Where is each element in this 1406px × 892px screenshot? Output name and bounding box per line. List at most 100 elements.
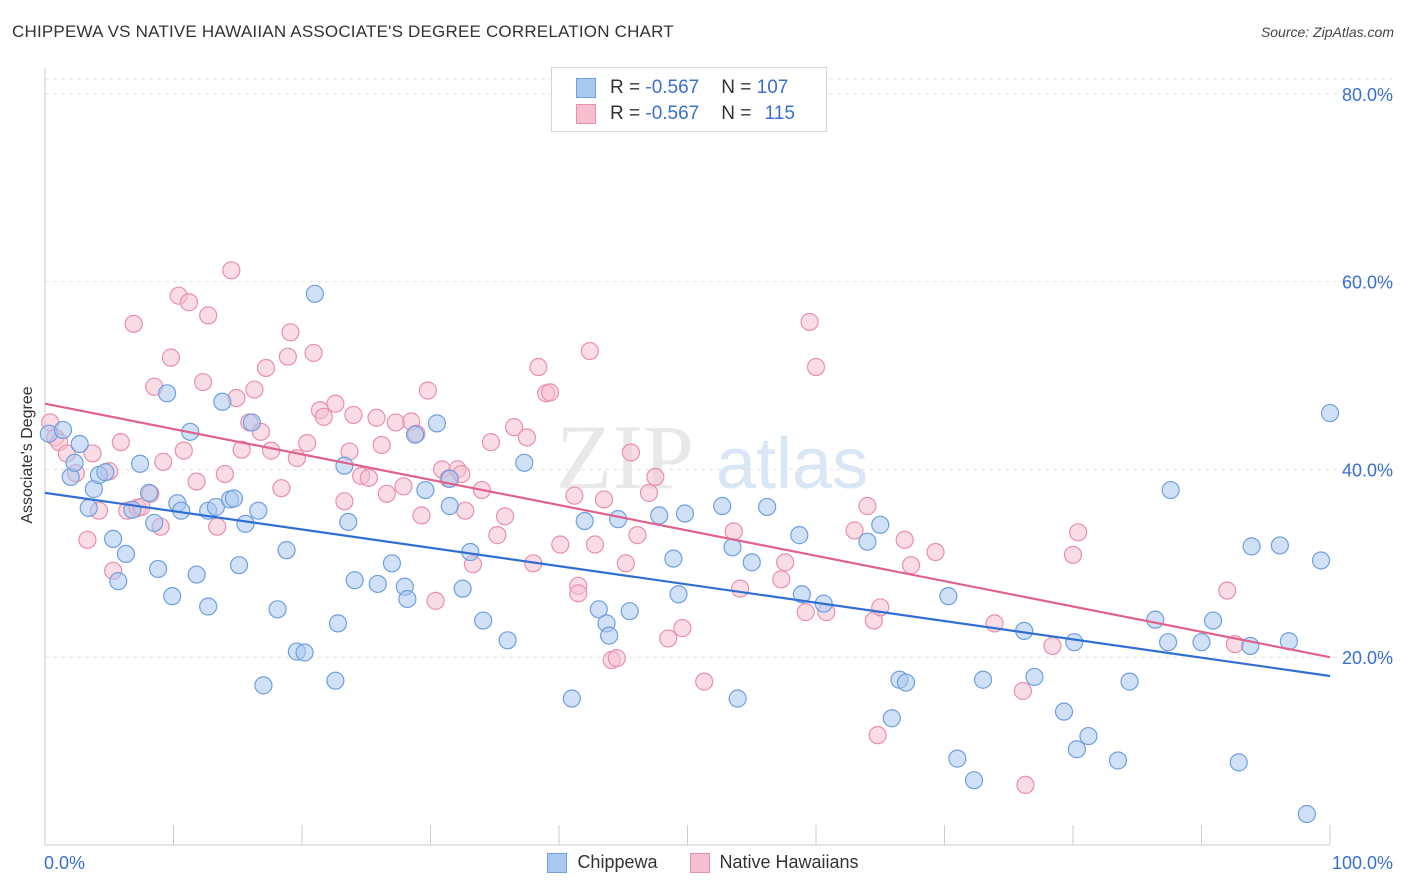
chippewa-point — [427, 414, 447, 433]
hawaiian-point — [796, 603, 815, 622]
chippewa-point — [1270, 536, 1289, 555]
chippewa-point — [199, 597, 218, 616]
hawaiian-point — [187, 472, 206, 491]
chippewa-point — [948, 749, 967, 768]
chippewa-point — [213, 392, 232, 411]
chippewa-point — [249, 501, 268, 520]
chippewa-point — [130, 454, 150, 473]
chippewa-point — [858, 532, 877, 551]
hawaiian-point — [901, 556, 921, 575]
chippewa-point — [148, 559, 168, 579]
chippewa-point — [609, 510, 628, 529]
hawaiian-trend-line — [44, 402, 1331, 659]
hawaiian-point — [215, 464, 234, 484]
hawaiian-point — [504, 418, 524, 437]
stats-row-chippewa: R = -0.567 N = 107 — [576, 76, 788, 100]
chippewa-point — [145, 513, 164, 533]
chippewa-point — [109, 572, 128, 591]
trend-lines — [44, 402, 1331, 678]
hawaiian-point — [124, 314, 143, 333]
hawaiian-points — [41, 261, 1245, 795]
chippewa-point — [742, 553, 761, 572]
chippewa-point — [1146, 610, 1165, 629]
legend-hawaiian-swatch — [689, 852, 710, 873]
chippewa-point — [295, 643, 314, 662]
chippewa-point — [116, 544, 136, 564]
hawaiian-point — [83, 444, 102, 463]
hawaiian-point — [179, 293, 199, 312]
chippewa-point — [620, 602, 639, 621]
hawaiian-point — [551, 535, 570, 554]
hawaiian-point — [517, 428, 536, 447]
hawaiian-point — [256, 358, 276, 378]
hawaiian-point — [412, 506, 431, 525]
chippewa-point — [345, 571, 364, 590]
hawaiian-point — [298, 433, 317, 453]
hawaiian-r-value: -0.567 — [645, 103, 700, 124]
chippewa-point — [1161, 480, 1180, 500]
chippewa-point — [157, 384, 177, 403]
chippewa-point — [792, 585, 811, 604]
watermark-atlas: atlas — [716, 424, 868, 504]
tick-labels: 20.0% 40.0% 60.0% 80.0% 0.0% 100.0% — [44, 85, 1393, 873]
chippewa-point — [305, 284, 324, 303]
legend-item-chippewa[interactable]: Chippewa — [547, 852, 658, 873]
chippewa-point — [1242, 537, 1261, 556]
chippewa-r-label: R = — [610, 77, 646, 98]
hawaiian-point — [607, 649, 626, 668]
chippewa-point — [268, 600, 287, 619]
hawaiian-point — [161, 348, 181, 367]
hawaiian-point — [314, 407, 333, 426]
hawaiian-point — [394, 477, 413, 496]
chart-title: CHIPPEWA VS NATIVE HAWAIIAN ASSOCIATE'S … — [12, 22, 674, 41]
chippewa-point — [236, 514, 255, 533]
hawaiian-point — [78, 530, 97, 549]
hawaiian-point — [304, 343, 323, 363]
hawaiian-point — [456, 501, 475, 520]
chippewa-point — [398, 589, 417, 609]
hawaiian-point — [806, 357, 826, 377]
chippewa-point — [675, 504, 695, 523]
hawaiian-point — [673, 618, 692, 638]
hawaiian-point — [272, 479, 291, 498]
chippewa-point — [1120, 672, 1139, 691]
chippewa-point — [416, 480, 435, 500]
hawaiian-point — [154, 452, 173, 471]
hawaiian-point — [372, 435, 391, 455]
hawaiian-point — [222, 261, 241, 280]
hawaiian-point — [281, 323, 300, 342]
chippewa-point — [474, 611, 493, 630]
stats-row-hawaiian: R = -0.567 N = 115 — [576, 102, 795, 126]
chippewa-r-value: -0.567 — [645, 77, 700, 98]
hawaiian-point — [426, 591, 445, 610]
chippewa-point — [1320, 403, 1340, 423]
stats-box: R = -0.567 N = 107 R = -0.567 N = 115 — [551, 67, 827, 132]
hawaiian-point — [772, 570, 791, 589]
chippewa-n-value: 107 — [756, 77, 789, 98]
hawaiian-r-label: R = — [610, 103, 646, 124]
legend-item-hawaiian[interactable]: Native Hawaiians — [689, 852, 859, 873]
chippewa-point — [405, 425, 425, 444]
chippewa-point — [382, 554, 402, 573]
hawaiian-point — [585, 535, 605, 554]
chippewa-point — [1203, 611, 1223, 630]
hawaiian-point — [569, 584, 588, 603]
hawaiian-point — [1043, 636, 1062, 656]
chippewa-point — [229, 556, 249, 575]
hawaiian-point — [731, 579, 750, 598]
chippewa-point — [187, 565, 206, 584]
chippewa-point — [1229, 753, 1248, 772]
hawaiian-point — [868, 726, 887, 745]
chippewa-point — [664, 549, 683, 568]
chippewa-point — [973, 670, 993, 689]
chippewa-point — [650, 506, 669, 525]
hawaiian-point — [262, 441, 281, 460]
chippewa-point — [277, 541, 296, 560]
y-tick-label: 20.0% — [1342, 648, 1393, 668]
hawaiian-point — [326, 394, 345, 413]
grid-lines — [45, 78, 1392, 658]
legend-chippewa-label: Chippewa — [577, 852, 658, 872]
hawaiian-point — [895, 530, 914, 549]
chippewa-point — [871, 515, 890, 534]
